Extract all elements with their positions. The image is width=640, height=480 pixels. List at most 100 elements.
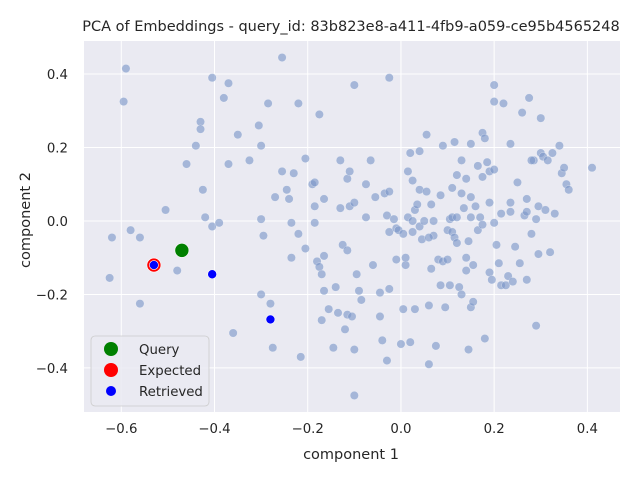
embedding-point	[191, 141, 201, 151]
embedding-point	[403, 166, 413, 176]
embedding-point	[268, 343, 278, 353]
embedding-point	[547, 148, 557, 158]
embedding-point	[554, 141, 564, 151]
embedding-point	[564, 185, 574, 195]
embedding-point	[419, 216, 429, 226]
embedding-point	[466, 212, 476, 222]
embedding-point	[335, 203, 345, 213]
embedding-point	[368, 260, 378, 270]
embedding-point	[356, 295, 366, 305]
embedding-point	[468, 297, 478, 307]
embedding-point	[422, 130, 432, 140]
legend-marker-query	[104, 342, 118, 356]
embedding-point	[405, 337, 415, 347]
embedding-point	[443, 255, 452, 265]
embedding-point	[543, 155, 553, 165]
embedding-point	[375, 288, 385, 298]
embedding-point	[466, 139, 476, 149]
embedding-point	[540, 205, 550, 215]
embedding-point	[161, 205, 171, 215]
embedding-point	[450, 137, 459, 147]
x-tick-label: −0.4	[198, 422, 230, 437]
embedding-point	[464, 345, 473, 355]
embedding-point	[263, 98, 273, 108]
embedding-point	[522, 194, 532, 204]
embedding-point	[345, 166, 355, 176]
embedding-point	[457, 155, 466, 165]
embedding-point	[492, 240, 501, 250]
embedding-point	[296, 352, 306, 362]
embedding-point	[489, 218, 499, 228]
x-tick-label: 0.0	[390, 422, 411, 437]
embedding-point	[438, 141, 448, 151]
embedding-point	[270, 192, 280, 202]
embedding-point	[436, 280, 446, 290]
embedding-point	[494, 258, 504, 268]
embedding-point	[506, 139, 515, 149]
legend-marker-expected	[104, 363, 118, 377]
embedding-point	[499, 98, 508, 108]
embedding-point	[377, 335, 387, 345]
legend-label-query: Query	[139, 343, 180, 358]
embedding-point	[293, 98, 303, 108]
embedding-point	[361, 212, 371, 222]
x-axis-label: component 1	[303, 447, 399, 463]
embedding-point	[466, 192, 476, 202]
y-tick-label: −0.2	[36, 288, 68, 303]
embedding-point	[289, 168, 299, 178]
embedding-point	[424, 233, 434, 242]
embedding-point	[319, 286, 329, 296]
x-tick-label: −0.2	[292, 422, 324, 437]
embedding-point	[522, 275, 532, 285]
embedding-point	[412, 200, 422, 209]
embedding-point	[452, 212, 462, 222]
embedding-point	[457, 290, 466, 299]
embedding-point	[410, 304, 420, 314]
embedding-point	[352, 269, 362, 279]
embedding-point	[398, 229, 408, 239]
x-tick-label: −0.6	[105, 422, 137, 437]
embedding-point	[200, 212, 210, 222]
embedding-point	[282, 185, 292, 195]
embedding-point	[265, 299, 275, 309]
x-axis-ticks: −0.6 −0.4 −0.2 0.0 0.2 0.4	[105, 422, 598, 437]
embedding-point	[233, 130, 243, 140]
retrieved-point	[207, 269, 217, 280]
embedding-point	[207, 222, 217, 231]
embedding-point	[286, 253, 296, 263]
x-tick-label: 0.2	[484, 422, 505, 437]
embedding-point	[510, 242, 520, 252]
embedding-point	[485, 198, 494, 208]
embedding-point	[461, 253, 471, 263]
embedding-point	[533, 249, 543, 259]
embedding-point	[105, 273, 115, 283]
embedding-point	[121, 64, 131, 73]
legend-box	[90, 335, 210, 407]
embedding-point	[340, 324, 350, 334]
embedding-point	[396, 339, 406, 349]
embedding-point	[382, 356, 392, 366]
embedding-point	[489, 80, 499, 90]
embedding-point	[452, 238, 462, 248]
embedding-point	[366, 155, 376, 165]
embedding-point	[293, 229, 303, 239]
embedding-point	[198, 185, 208, 195]
legend-marker-retrieved	[106, 386, 116, 396]
embedding-point	[526, 229, 536, 239]
embedding-point	[526, 155, 536, 165]
embedding-point	[515, 258, 525, 268]
embedding-point	[445, 280, 455, 290]
embedding-point	[473, 161, 483, 171]
embedding-point	[513, 177, 522, 187]
embedding-point	[496, 209, 506, 219]
embedding-point	[426, 264, 436, 274]
embedding-point	[415, 146, 425, 156]
embedding-point	[172, 266, 182, 276]
embedding-point	[331, 282, 341, 292]
embedding-point	[501, 280, 511, 290]
embedding-point	[219, 93, 229, 103]
embedding-point	[471, 201, 480, 211]
embedding-point	[440, 302, 450, 312]
embedding-point	[533, 201, 543, 211]
y-tick-label: −0.4	[36, 362, 68, 377]
